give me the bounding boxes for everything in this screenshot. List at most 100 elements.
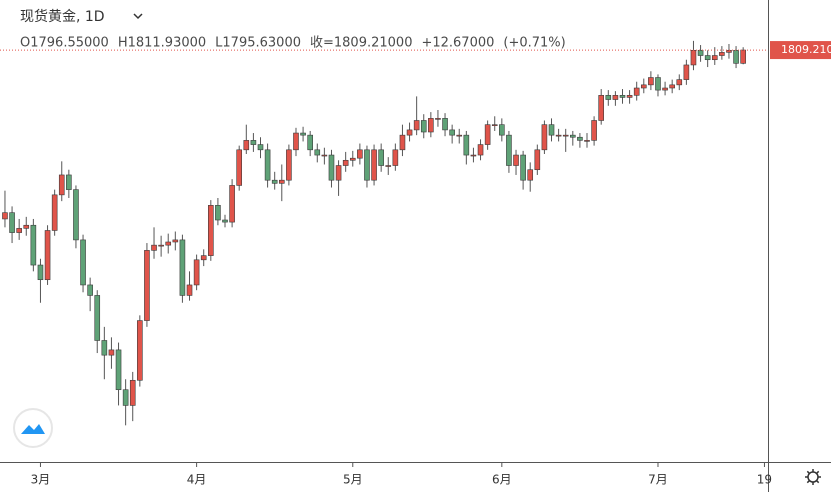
candle-body [9,212,15,233]
candle-body [172,239,179,243]
x-tick-label: 4月 [187,473,207,487]
candle-body [328,154,335,181]
candle-body [44,230,51,281]
candle-body [626,95,633,98]
candle-body [16,228,22,233]
candle-body [144,250,150,321]
candle-body [704,55,711,61]
candle-body [66,174,72,190]
candle-body [108,349,115,356]
candle-body [463,134,470,156]
candle-body [165,241,172,246]
candle-body [648,77,654,86]
candle-body [406,129,413,136]
candle-body [158,244,164,247]
candle-body [683,64,690,80]
logo[interactable] [13,408,53,448]
candle-body [484,124,491,145]
candle-body [286,149,292,181]
candle-body [186,284,193,296]
candle-body [605,95,612,100]
legend-item: +12.67000 [421,36,494,51]
candle-body [200,255,207,261]
candle-body [30,224,37,266]
candle-body [413,120,420,131]
last-price-box [770,41,831,60]
candle-body [307,134,313,151]
chart-title: 现货黄金, 1D [20,8,105,25]
candle-body [278,179,285,184]
candle-body [342,159,349,166]
candle-body [115,349,122,391]
candle-body [229,185,235,223]
candle-body [711,55,718,61]
legend-item: O1796.55000 [20,36,109,51]
candle-body [733,49,739,64]
candle-body [129,379,136,406]
candle-body [697,49,704,56]
candle-body [428,118,434,133]
candle-body [208,205,214,256]
settings-button[interactable] [805,469,821,485]
legend-item: 收=1809.21000 [310,36,412,51]
candle-body [371,149,377,181]
candle-body [619,95,626,98]
candle-body [477,144,484,156]
x-tick-label: 19 [757,473,772,487]
candle-body [193,259,200,286]
candle-body [456,134,463,137]
candle-body [357,149,363,159]
candle-body [640,84,647,89]
x-tick-label: 3月 [31,473,51,487]
candle-body [94,295,101,341]
candle-body [23,224,30,229]
candle-body [562,134,569,137]
candle-body [87,284,93,296]
candle-body [662,87,668,91]
candle-body [655,77,661,91]
settings-teeth[interactable] [805,469,821,485]
candle-body [179,239,186,296]
candle-body [442,118,448,131]
last-price-label: 1809.210 [781,43,831,56]
candle-body [250,140,257,145]
candle-body [513,154,519,166]
candle-body [491,124,498,126]
candle-body [719,52,725,56]
candle-body [215,205,221,221]
candle-body [73,189,79,241]
candle-body [470,154,477,157]
candle-body [676,79,683,86]
candle-body [364,149,370,181]
logo-shape[interactable] [21,424,45,434]
candle-body [548,124,555,136]
candle-body [499,124,505,136]
candle-body [321,154,328,157]
candle-body [399,134,406,151]
candle-body [534,149,541,171]
candle-body [541,124,548,151]
candle-body [151,244,157,251]
candle-body [385,165,392,167]
candle-body [520,154,526,181]
candle-body [349,157,356,161]
candle-body [392,149,399,166]
candle-body [243,140,250,151]
candle-body [335,165,342,181]
candle-body [612,95,619,100]
candle-body [435,118,441,120]
candle-body [101,340,108,356]
candle-body [577,136,583,141]
candle-body [222,219,228,223]
candle-body [236,149,243,186]
candle-body [264,149,271,181]
candle-body [137,320,143,381]
candle-body [271,179,278,184]
candle-body [726,49,732,53]
candle-body [584,140,590,142]
plot-area [2,40,746,426]
interval-menu[interactable] [133,13,143,20]
logo-circle[interactable] [13,408,53,448]
